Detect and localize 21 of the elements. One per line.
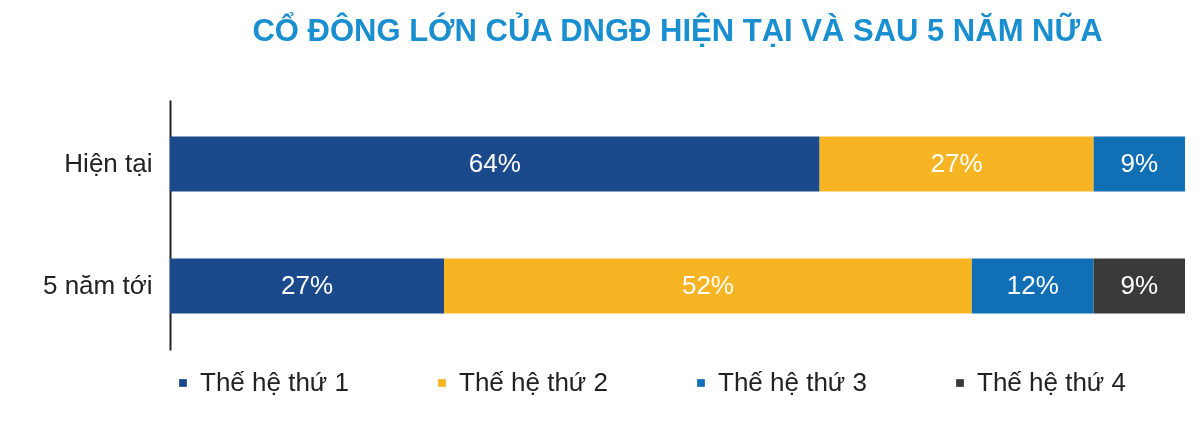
chart-title: CỔ ĐÔNG LỚN CỦA DNGĐ HIỆN TẠI VÀ SAU 5 NĂM NỮA xyxy=(252,12,1103,48)
data-label: 9% xyxy=(1120,148,1159,179)
bar xyxy=(971,258,1094,314)
bar xyxy=(819,136,1094,192)
bar xyxy=(170,258,445,314)
legend-label: Thế hệ thứ 1 xyxy=(200,367,349,397)
legend-label: Thế hệ thứ 4 xyxy=(977,367,1126,397)
data-label: 27% xyxy=(281,269,334,300)
data-label: 9% xyxy=(1120,269,1159,300)
data-label: 12% xyxy=(1006,269,1059,300)
bar xyxy=(1093,258,1185,314)
data-label: 64% xyxy=(468,148,521,179)
data-label: 52% xyxy=(681,269,734,300)
y-tick-label: 5 năm tới xyxy=(42,269,153,300)
legend-label: Thế hệ thứ 2 xyxy=(459,367,608,397)
bar xyxy=(444,258,972,314)
y-tick-label: Hiện tại xyxy=(64,148,153,179)
legend-label: Thế hệ thứ 3 xyxy=(718,367,867,397)
bar xyxy=(170,136,820,192)
data-label: 27% xyxy=(930,148,983,179)
bar xyxy=(1093,136,1185,192)
